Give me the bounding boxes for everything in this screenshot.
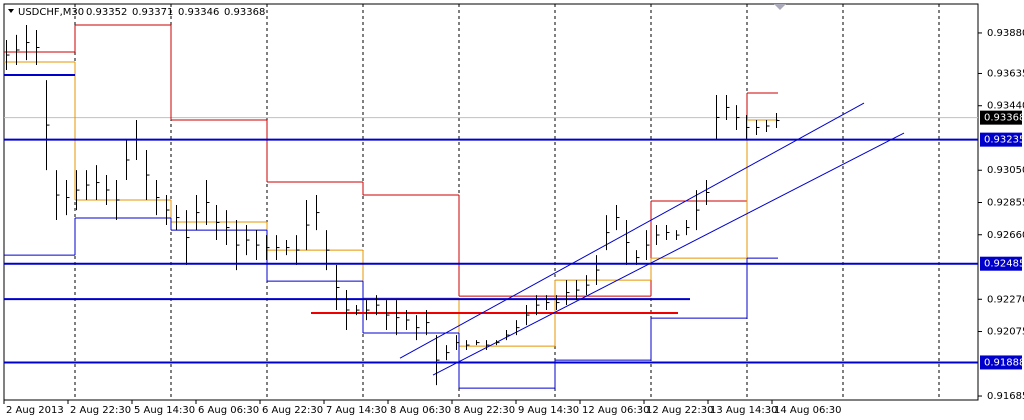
last-price-label: 0.93368 (984, 113, 1024, 124)
level-box (980, 355, 1022, 370)
level-label: 0.91888 (984, 357, 1024, 368)
level-label: 0.92485 (984, 259, 1024, 270)
ohlc-value: 0.93352 (86, 7, 127, 18)
plot-frame (3, 3, 979, 401)
x-tick-label: 13 Aug 14:30 (710, 405, 777, 416)
x-tick-label: 2 Aug 2013 (6, 405, 64, 416)
x-tick-label: 12 Aug 22:30 (646, 405, 713, 416)
last-price-box (980, 110, 1022, 125)
ohlc-value: 0.93368 (224, 7, 265, 18)
level-label: 0.93235 (984, 135, 1024, 146)
x-tick-label: 8 Aug 22:30 (454, 405, 515, 416)
level-box (980, 256, 1022, 271)
x-tick-label: 9 Aug 14:30 (518, 405, 579, 416)
channel-line (399, 102, 865, 359)
x-tick-label: 7 Aug 14:30 (326, 405, 387, 416)
ohlc-value: 0.93346 (178, 7, 219, 18)
x-tick-label: 5 Aug 14:30 (134, 405, 195, 416)
channel-line (432, 132, 905, 376)
x-tick-label: 12 Aug 06:30 (582, 405, 649, 416)
y-tick-label: 0.92855 (987, 197, 1024, 208)
menu-arrow[interactable] (8, 9, 14, 13)
shift-marker (774, 4, 786, 10)
chart-title: USDCHF,M30 (18, 7, 84, 18)
y-tick-label: 0.93635 (987, 68, 1024, 79)
x-tick-label: 6 Aug 06:30 (198, 405, 259, 416)
x-tick-label: 2 Aug 22:30 (70, 405, 131, 416)
x-tick-label: 8 Aug 06:30 (390, 405, 451, 416)
x-tick-label: 14 Aug 06:30 (774, 405, 841, 416)
level-box (980, 132, 1022, 147)
ohlc-value: 0.93371 (132, 7, 173, 18)
y-tick-label: 0.92075 (987, 327, 1024, 338)
y-tick-label: 0.91685 (987, 391, 1024, 402)
x-tick-label: 6 Aug 22:30 (262, 405, 323, 416)
